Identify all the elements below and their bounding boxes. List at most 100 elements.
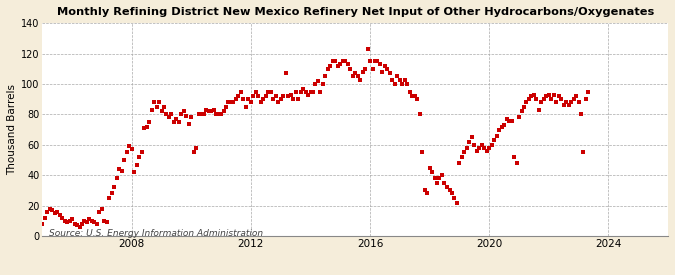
Point: [469, 143, 480, 147]
Point: [223, 100, 234, 104]
Point: [541, 94, 551, 98]
Point: [377, 70, 388, 74]
Point: [181, 114, 192, 118]
Point: [99, 219, 110, 223]
Point: [198, 112, 209, 117]
Point: [138, 126, 149, 130]
Point: [52, 210, 63, 214]
Point: [536, 100, 547, 104]
Point: [400, 77, 410, 82]
Point: [479, 146, 489, 150]
Point: [350, 71, 360, 76]
Point: [62, 220, 73, 225]
Point: [571, 94, 582, 98]
Point: [250, 89, 261, 94]
Point: [447, 191, 458, 196]
Point: [86, 219, 97, 223]
Point: [481, 149, 492, 153]
Text: Source: U.S. Energy Information Administration: Source: U.S. Energy Information Administ…: [49, 229, 263, 238]
Point: [471, 149, 482, 153]
Point: [67, 217, 78, 221]
Point: [551, 100, 562, 104]
Point: [313, 79, 323, 83]
Point: [159, 105, 169, 109]
Point: [491, 134, 502, 138]
Point: [156, 109, 167, 114]
Point: [258, 97, 269, 101]
Point: [111, 176, 122, 180]
Point: [200, 108, 211, 112]
Point: [533, 108, 544, 112]
Point: [305, 89, 316, 94]
Point: [114, 167, 125, 171]
Point: [57, 216, 68, 220]
Point: [315, 89, 326, 94]
Point: [345, 67, 356, 71]
Point: [122, 150, 132, 155]
Point: [59, 219, 70, 223]
Point: [268, 97, 279, 101]
Point: [364, 59, 375, 64]
Point: [487, 143, 497, 147]
Point: [514, 115, 524, 120]
Point: [506, 118, 517, 123]
Point: [352, 74, 363, 79]
Point: [389, 82, 400, 86]
Point: [372, 59, 383, 64]
Point: [45, 207, 55, 211]
Point: [556, 97, 566, 101]
Point: [154, 100, 165, 104]
Point: [300, 89, 311, 94]
Point: [496, 124, 507, 129]
Point: [531, 97, 542, 101]
Point: [437, 173, 448, 177]
Point: [40, 216, 51, 220]
Point: [193, 112, 204, 117]
Point: [456, 155, 467, 159]
Point: [76, 222, 87, 226]
Point: [335, 62, 346, 67]
Point: [419, 188, 430, 193]
Point: [409, 94, 420, 98]
Point: [70, 222, 80, 226]
Point: [283, 94, 294, 98]
Point: [360, 67, 371, 71]
Point: [285, 92, 296, 97]
Point: [502, 117, 512, 121]
Point: [387, 77, 398, 82]
Title: Monthly Refining District New Mexico Refinery Net Input of Other Hydrocarbons/Ox: Monthly Refining District New Mexico Ref…: [57, 7, 654, 17]
Point: [178, 109, 189, 114]
Point: [109, 185, 119, 189]
Point: [342, 62, 353, 67]
Point: [243, 97, 254, 101]
Point: [203, 109, 214, 114]
Point: [543, 92, 554, 97]
Point: [211, 112, 221, 117]
Point: [509, 155, 520, 159]
Point: [310, 82, 321, 86]
Point: [568, 97, 579, 101]
Point: [454, 161, 465, 165]
Point: [236, 89, 246, 94]
Point: [425, 166, 435, 170]
Point: [516, 109, 527, 114]
Point: [524, 97, 535, 101]
Point: [462, 146, 472, 150]
Point: [464, 140, 475, 144]
Point: [416, 150, 427, 155]
Point: [47, 208, 57, 212]
Point: [265, 89, 276, 94]
Point: [271, 94, 281, 98]
Point: [554, 94, 564, 98]
Point: [84, 217, 95, 221]
Point: [230, 97, 241, 101]
Point: [504, 118, 514, 123]
Point: [225, 100, 236, 104]
Point: [116, 169, 127, 173]
Point: [295, 89, 306, 94]
Point: [186, 115, 196, 120]
Point: [213, 112, 224, 117]
Point: [539, 97, 549, 101]
Point: [429, 176, 440, 180]
Point: [578, 150, 589, 155]
